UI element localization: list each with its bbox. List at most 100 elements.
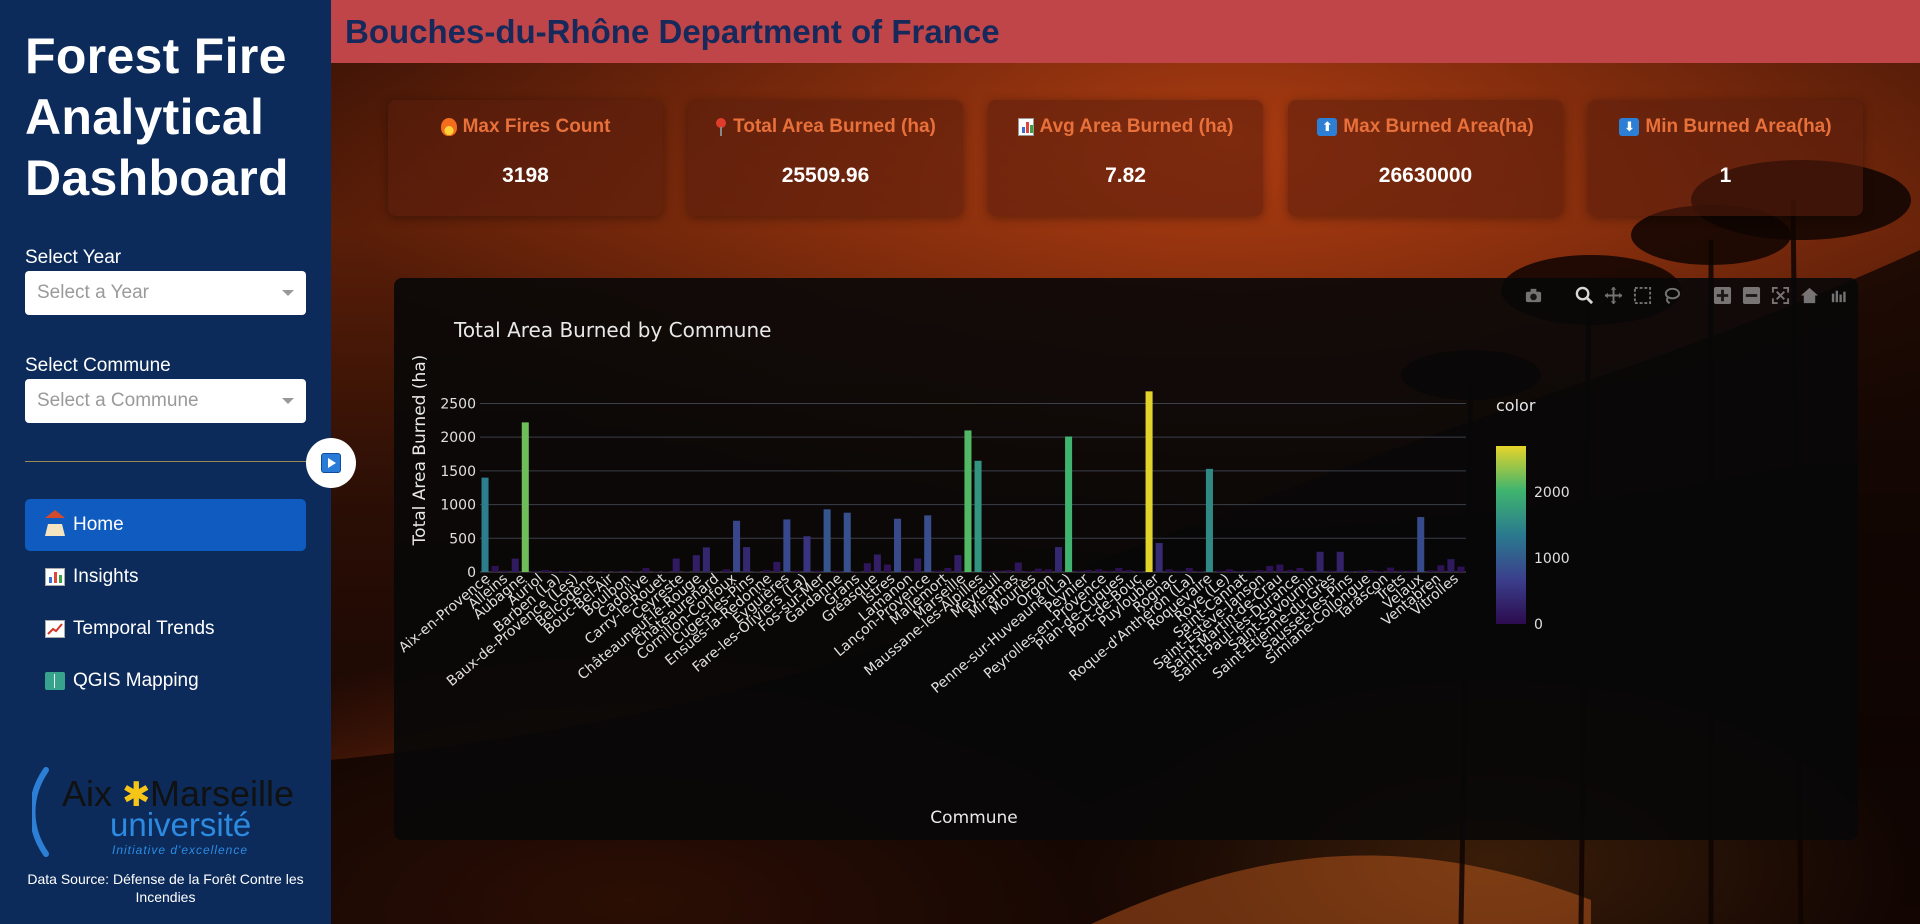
chart-bar[interactable] bbox=[1316, 551, 1324, 572]
chart-bar[interactable] bbox=[793, 570, 801, 572]
chart-bar[interactable] bbox=[954, 555, 962, 572]
lasso-select-icon[interactable] bbox=[1662, 286, 1681, 305]
chart-bar[interactable] bbox=[1135, 570, 1143, 572]
sidebar-item-temporal-trends[interactable]: Temporal Trends bbox=[25, 603, 306, 655]
chart-bar[interactable] bbox=[873, 554, 881, 572]
chart-bar[interactable] bbox=[662, 571, 670, 572]
chart-bar[interactable] bbox=[833, 570, 841, 572]
chart-bar[interactable] bbox=[1397, 570, 1405, 572]
chart-bar[interactable] bbox=[1226, 569, 1234, 572]
chart-bar[interactable] bbox=[1125, 569, 1133, 572]
chart-bar[interactable] bbox=[1075, 570, 1083, 572]
chart-bar[interactable] bbox=[773, 561, 781, 572]
sidebar-item-qgis-mapping[interactable]: QGIS Mapping bbox=[25, 655, 306, 707]
chart-bar[interactable] bbox=[1256, 569, 1264, 572]
chart-bar[interactable] bbox=[1085, 569, 1093, 572]
year-select[interactable]: Select a Year bbox=[25, 271, 306, 315]
chart-bar[interactable] bbox=[1266, 565, 1274, 572]
chart-bar[interactable] bbox=[1246, 570, 1254, 572]
chart-bar[interactable] bbox=[1155, 543, 1163, 572]
box-select-icon[interactable] bbox=[1633, 286, 1652, 305]
home-reset-icon[interactable] bbox=[1800, 286, 1819, 305]
chart-bar[interactable] bbox=[722, 569, 731, 572]
chart-bar[interactable] bbox=[904, 570, 912, 572]
zoom-icon[interactable] bbox=[1575, 286, 1594, 305]
autoscale-icon[interactable] bbox=[1771, 286, 1790, 305]
chart-bar[interactable] bbox=[1346, 570, 1354, 572]
chart-bar[interactable] bbox=[1115, 567, 1123, 572]
chart-bar[interactable] bbox=[813, 570, 821, 572]
chart-bar[interactable] bbox=[1326, 570, 1334, 572]
chart-bar[interactable] bbox=[823, 509, 831, 572]
commune-select[interactable]: Select a Commune bbox=[25, 379, 306, 423]
chart-bar[interactable] bbox=[1366, 569, 1374, 572]
chart-bar[interactable] bbox=[1215, 570, 1224, 572]
chart-bar[interactable] bbox=[1185, 567, 1193, 572]
chart-bar[interactable] bbox=[1044, 569, 1052, 572]
chart-bar[interactable] bbox=[1296, 567, 1304, 572]
chart-bar[interactable] bbox=[1054, 547, 1063, 572]
plotly-logo-icon[interactable] bbox=[1829, 286, 1848, 305]
chart-bar[interactable] bbox=[924, 515, 932, 572]
chart-bar[interactable] bbox=[1034, 568, 1042, 572]
chart-bar[interactable] bbox=[733, 520, 741, 572]
chart-bar[interactable] bbox=[1236, 570, 1244, 572]
chart-bar[interactable] bbox=[1356, 570, 1364, 572]
chart-bar[interactable] bbox=[1014, 562, 1022, 572]
chart-bar[interactable] bbox=[1427, 570, 1435, 572]
chart-bar[interactable] bbox=[1065, 436, 1073, 572]
chart-bar[interactable] bbox=[1407, 570, 1415, 572]
chart-bar[interactable] bbox=[541, 569, 549, 572]
chart-bar[interactable] bbox=[1437, 565, 1445, 572]
chart-bar[interactable] bbox=[622, 570, 630, 572]
chart-bar[interactable] bbox=[1286, 569, 1294, 572]
sidebar-item-insights[interactable]: Insights bbox=[25, 551, 306, 603]
chart-bar[interactable] bbox=[1145, 391, 1153, 572]
chart-bar[interactable] bbox=[1024, 570, 1032, 572]
chart-bar[interactable] bbox=[1276, 564, 1284, 572]
chart-bar[interactable] bbox=[511, 558, 519, 572]
chart-bar[interactable] bbox=[1105, 570, 1113, 572]
chart-bar[interactable] bbox=[491, 565, 499, 572]
chart-bar[interactable] bbox=[561, 570, 570, 572]
chart-bar[interactable] bbox=[984, 570, 992, 572]
chart-bar[interactable] bbox=[883, 564, 892, 572]
chart-bar[interactable] bbox=[521, 422, 529, 572]
chart-bar[interactable] bbox=[944, 567, 952, 572]
chart-bar[interactable] bbox=[602, 571, 610, 572]
chart-bar[interactable] bbox=[1165, 569, 1173, 572]
chart-bar[interactable] bbox=[501, 570, 509, 572]
chart-bar[interactable] bbox=[1175, 570, 1183, 572]
chart-bar[interactable] bbox=[531, 570, 539, 572]
chart-bar[interactable] bbox=[1417, 517, 1425, 572]
chart-bar[interactable] bbox=[843, 512, 851, 572]
zoom-out-icon[interactable] bbox=[1742, 286, 1761, 305]
chart-bar[interactable] bbox=[1447, 559, 1455, 572]
chart-bar[interactable] bbox=[974, 460, 982, 572]
chart-bar[interactable] bbox=[1095, 569, 1103, 572]
chart-bar[interactable] bbox=[572, 571, 580, 572]
chart-bar[interactable] bbox=[1387, 567, 1395, 572]
chart-bar[interactable] bbox=[481, 477, 489, 572]
chart-bar[interactable] bbox=[743, 547, 751, 572]
chart-bar[interactable] bbox=[994, 570, 1002, 572]
chart-bar[interactable] bbox=[1376, 570, 1385, 572]
camera-icon[interactable] bbox=[1524, 286, 1543, 305]
chart-bar[interactable] bbox=[783, 519, 791, 572]
chart-bar[interactable] bbox=[853, 571, 861, 572]
chart-bar[interactable] bbox=[934, 570, 942, 572]
pan-icon[interactable] bbox=[1604, 286, 1623, 305]
chart-bar[interactable] bbox=[803, 536, 811, 572]
sidebar-toggle-button[interactable] bbox=[306, 438, 356, 488]
chart-bar[interactable] bbox=[1336, 551, 1344, 572]
chart-bar[interactable] bbox=[702, 547, 710, 572]
chart-bar[interactable] bbox=[1195, 570, 1203, 572]
chart-bar[interactable] bbox=[1306, 570, 1314, 572]
chart-bar[interactable] bbox=[914, 558, 922, 572]
chart-bar[interactable] bbox=[1004, 569, 1012, 572]
chart-bar[interactable] bbox=[551, 571, 559, 572]
chart-bar[interactable] bbox=[763, 569, 771, 572]
zoom-in-icon[interactable] bbox=[1713, 286, 1732, 305]
chart-bar[interactable] bbox=[1205, 468, 1213, 572]
chart-bar[interactable] bbox=[894, 518, 902, 572]
